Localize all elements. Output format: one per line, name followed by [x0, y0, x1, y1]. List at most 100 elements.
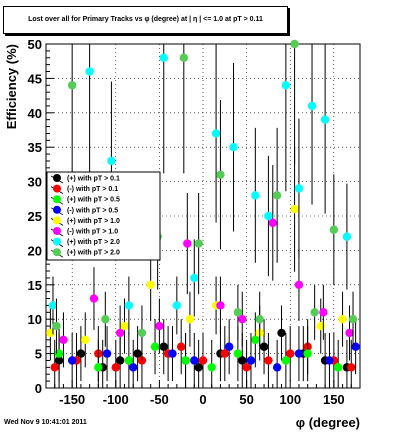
data-point — [211, 129, 221, 138]
data-point — [325, 356, 334, 365]
legend-label: (-) with pT > 0.1 — [67, 186, 118, 193]
data-point — [277, 328, 286, 338]
data-point — [172, 301, 182, 310]
x-tick-label: 0 — [199, 392, 206, 407]
data-point — [294, 280, 304, 289]
x-tick-label: 50 — [239, 392, 253, 407]
data-point — [242, 363, 251, 372]
legend-marker — [53, 184, 61, 193]
legend-marker — [53, 248, 61, 257]
data-point — [251, 191, 260, 200]
data-point — [102, 349, 112, 358]
data-point — [159, 53, 168, 62]
legend-label: (+) with pT > 0.5 — [67, 197, 120, 204]
data-point — [290, 204, 299, 214]
legend-label: (-) with pT > 0.5 — [67, 207, 118, 214]
legend-box — [46, 171, 161, 261]
data-point — [251, 335, 260, 345]
timestamp: Wed Nov 9 10:41:01 2011 — [4, 419, 87, 426]
y-tick-label: 20 — [28, 243, 42, 258]
y-tick-label: 40 — [28, 106, 42, 121]
legend-marker — [53, 205, 61, 214]
x-axis-label: φ (degree) — [296, 415, 360, 430]
x-tick-label: 150 — [323, 392, 345, 407]
y-axis-label: Efficiency (%) — [4, 44, 19, 129]
data-point — [52, 321, 61, 331]
data-point — [115, 328, 125, 338]
data-point — [310, 308, 319, 317]
y-tick-label: 50 — [28, 37, 42, 52]
data-point — [333, 363, 343, 372]
data-point — [190, 356, 199, 365]
legend-marker — [53, 237, 61, 246]
legend-label: (+) with pT > 2.0 — [67, 250, 120, 257]
data-point — [264, 211, 273, 221]
y-tick-label: 10 — [28, 312, 42, 327]
data-point — [54, 349, 64, 358]
data-point — [316, 321, 325, 331]
y-tick-label: 0 — [35, 381, 42, 396]
data-point — [179, 53, 189, 62]
data-point — [124, 301, 134, 310]
data-point — [246, 356, 256, 365]
data-point — [133, 349, 142, 358]
data-point — [198, 356, 208, 365]
data-point — [181, 356, 190, 365]
y-tick-label: 35 — [28, 140, 42, 155]
data-point — [286, 349, 295, 358]
data-point — [50, 363, 59, 372]
data-point — [259, 342, 269, 351]
data-point — [120, 321, 129, 331]
data-point — [338, 315, 347, 324]
data-point — [94, 363, 103, 372]
data-point — [185, 315, 195, 324]
data-point — [59, 335, 68, 345]
data-point — [220, 349, 230, 358]
data-point — [216, 301, 225, 310]
legend-label: (+) with pT > 1.0 — [67, 218, 120, 225]
data-point — [124, 356, 134, 365]
y-tick-label: 45 — [28, 71, 42, 86]
data-point — [224, 342, 234, 351]
data-point — [347, 363, 356, 372]
data-point — [345, 328, 354, 338]
data-point — [207, 363, 216, 372]
data-point — [307, 101, 317, 111]
data-point — [67, 81, 77, 90]
data-point — [319, 308, 328, 317]
y-tick-label: 25 — [28, 209, 42, 224]
data-point — [176, 342, 186, 351]
data-point — [194, 363, 203, 372]
data-point — [183, 239, 192, 248]
data-point — [255, 315, 264, 324]
data-point — [303, 349, 312, 358]
data-point — [81, 335, 90, 345]
data-point — [264, 356, 273, 365]
data-point — [190, 273, 199, 283]
legend-marker — [53, 174, 61, 182]
legend-label: (+) with pT > 0.1 — [67, 176, 120, 183]
data-point — [233, 349, 243, 358]
x-tick-label: -100 — [103, 392, 129, 407]
data-point — [216, 170, 225, 179]
data-point — [111, 363, 120, 372]
data-point — [159, 342, 168, 351]
data-point — [155, 321, 164, 331]
x-tick-label: -50 — [150, 392, 169, 407]
y-tick-label: 30 — [28, 175, 42, 190]
chart-title: Lost over all for Primary Tracks vs φ (d… — [3, 6, 288, 34]
data-point — [351, 342, 360, 351]
data-point — [238, 315, 247, 324]
data-point — [46, 328, 55, 338]
legend-marker — [53, 227, 61, 235]
legend-label: (+) with pT > 2.0 — [67, 239, 120, 246]
data-point — [150, 342, 160, 351]
legend-marker — [53, 195, 61, 204]
data-point — [233, 308, 243, 317]
data-point — [294, 349, 304, 358]
data-point — [342, 232, 352, 241]
data-point — [67, 356, 77, 365]
x-tick-label: 100 — [279, 392, 301, 407]
data-point — [238, 356, 247, 365]
